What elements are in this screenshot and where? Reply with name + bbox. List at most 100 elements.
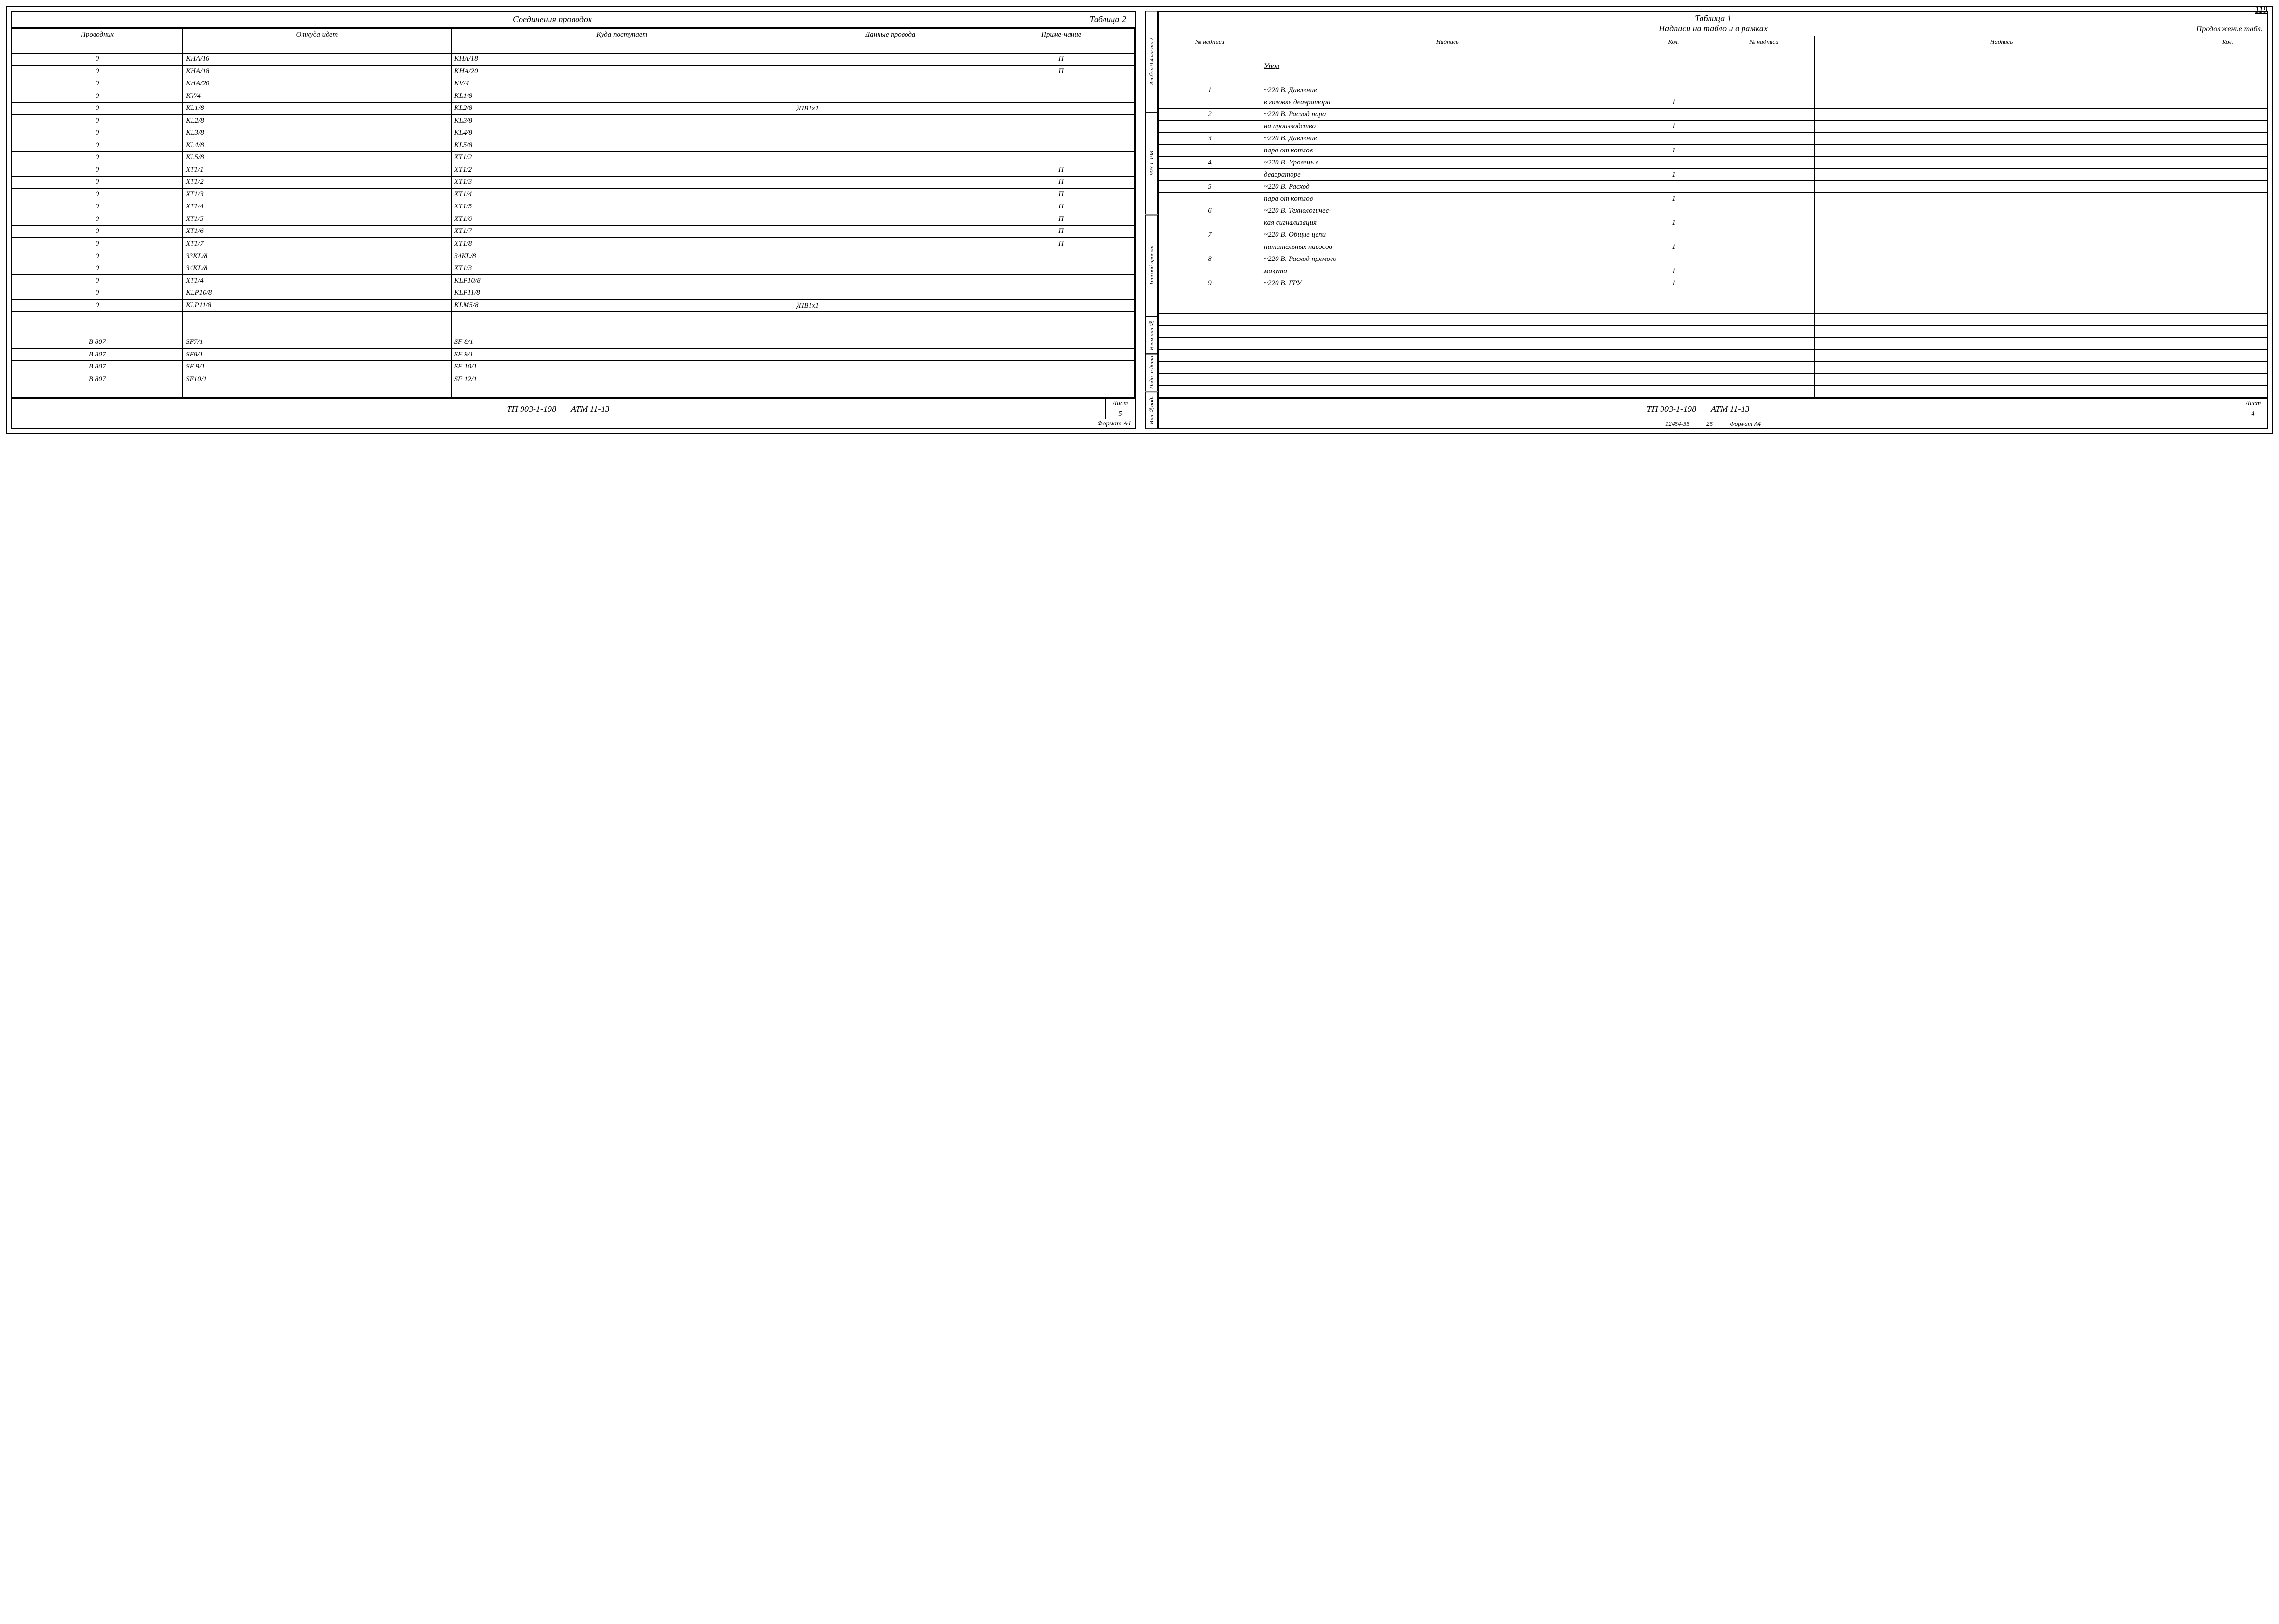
table2-cell: ⟩ПВ1х1	[793, 102, 988, 115]
table1-cell: 1	[1634, 96, 1713, 109]
table2-cell	[793, 139, 988, 152]
table1-cell	[1634, 326, 1713, 338]
table2: ПроводникОткуда идетКуда поступаетДанные…	[12, 28, 1135, 398]
table-row: 8~220 В. Расход прямого	[1159, 253, 2267, 265]
table1-cell	[1713, 217, 1815, 229]
table2-cell: 0	[12, 102, 183, 115]
table1-cell: ~220 В. Расход прямого	[1261, 253, 1634, 265]
table1-cell	[1261, 301, 1634, 314]
right-format: Формат А4	[1730, 420, 1761, 427]
table2-cell: XT1/5	[451, 201, 793, 213]
table1-cell: 1	[1159, 84, 1261, 96]
table1-cell	[1815, 229, 2188, 241]
table1-cell	[1261, 48, 1634, 60]
table1-cell	[1815, 48, 2188, 60]
table1-cell	[1815, 338, 2188, 350]
table1-cell	[1713, 109, 1815, 121]
table-row	[1159, 314, 2267, 326]
table-row: 0KV/4KL1/8	[12, 90, 1135, 103]
table2-cell: КНА/18	[451, 53, 793, 66]
table2-cell: KLP10/8	[183, 287, 451, 300]
table2-cell	[793, 225, 988, 238]
table-row: 0XT1/3XT1/4П	[12, 189, 1135, 201]
table2-cell	[793, 238, 988, 250]
table2-title: Соединения проводок	[15, 14, 1089, 25]
table2-cell: П	[988, 238, 1135, 250]
table1-cell	[2188, 350, 2267, 362]
table-row	[1159, 301, 2267, 314]
table2-cell	[183, 312, 451, 324]
table1-cell	[1713, 326, 1815, 338]
table1-cell	[1634, 314, 1713, 326]
table2-cell	[793, 127, 988, 139]
table2-cell: 0	[12, 189, 183, 201]
table1-cell	[1815, 350, 2188, 362]
table1-cell	[1159, 60, 1261, 72]
right-panel: Таблица 1 Надписи на табло и в рамках Пр…	[1158, 11, 2268, 429]
left-footer: ТП 903-1-198 АТМ 11-13 Лист 5	[12, 398, 1135, 419]
table2-cell	[183, 385, 451, 398]
table-row: В 807SF10/1SF 12/1	[12, 373, 1135, 385]
table2-label: Таблица 2	[1089, 14, 1131, 25]
table2-cell: XT1/8	[451, 238, 793, 250]
table2-cell: SF 9/1	[183, 361, 451, 373]
table2-cell: П	[988, 201, 1135, 213]
table-row: 0XT1/1XT1/2П	[12, 164, 1135, 177]
table1-cell	[2188, 362, 2267, 374]
table1-cell	[1261, 289, 1634, 301]
table1-cell	[1713, 60, 1815, 72]
table2-cell	[793, 78, 988, 90]
table2-cell: 0	[12, 127, 183, 139]
table1-cell	[1634, 133, 1713, 145]
table1-cell: 1	[1634, 121, 1713, 133]
table2-cell: KL3/8	[183, 127, 451, 139]
table1-cell	[1159, 386, 1261, 398]
table2-cell	[988, 373, 1135, 385]
table2-cell: XT1/6	[451, 213, 793, 226]
table-row: 0KLP11/8KLM5/8⟩ПВ1х1	[12, 299, 1135, 312]
table-row	[1159, 289, 2267, 301]
table-row: 3~220 В. Давление	[1159, 133, 2267, 145]
table2-cell: 0	[12, 262, 183, 275]
table2-cell	[793, 176, 988, 189]
table1-cell	[2188, 338, 2267, 350]
table-row: 034KL/8XT1/3	[12, 262, 1135, 275]
table-row: 0XT1/4KLP10/8	[12, 274, 1135, 287]
table1-cell	[1815, 217, 2188, 229]
table2-cell: XT1/7	[183, 238, 451, 250]
table2-cell: П	[988, 66, 1135, 78]
table1-cell	[1815, 84, 2188, 96]
table2-cell: XT1/3	[451, 262, 793, 275]
table1-cell	[1815, 265, 2188, 277]
table1-cell	[1159, 193, 1261, 205]
table1-cell	[2188, 60, 2267, 72]
table1-cell	[1634, 60, 1713, 72]
table-row: 4~220 В. Уровень в	[1159, 157, 2267, 169]
table2-cell	[451, 385, 793, 398]
table1-cell	[1261, 374, 1634, 386]
right-footer-sheet: Лист 4	[2238, 399, 2267, 419]
table1-cell	[1713, 181, 1815, 193]
table-row: 0XT1/7XT1/8П	[12, 238, 1135, 250]
table1-cell: 4	[1159, 157, 1261, 169]
table2-cell: В 807	[12, 361, 183, 373]
table2-cell: 0	[12, 164, 183, 177]
table1-cell	[1713, 229, 1815, 241]
table2-header: Соединения проводок Таблица 2	[12, 12, 1135, 28]
table2-cell: KL5/8	[451, 139, 793, 152]
table1-cell	[1713, 121, 1815, 133]
table1-cell	[1634, 289, 1713, 301]
table2-cell: КНА/20	[183, 78, 451, 90]
table1-cell	[1713, 241, 1815, 253]
table-row: 0KL2/8KL3/8	[12, 115, 1135, 127]
table2-cell: П	[988, 176, 1135, 189]
table2-cell	[988, 361, 1135, 373]
table1-cell	[1713, 350, 1815, 362]
footer-code1: ТП 903-1-198	[1647, 404, 1697, 414]
table2-cell: SF8/1	[183, 348, 451, 361]
table1-cell: 6	[1159, 205, 1261, 217]
table2-cell	[988, 287, 1135, 300]
left-footer-main: ТП 903-1-198 АТМ 11-13	[12, 399, 1106, 419]
table1-cell: ~220 В. Уровень в	[1261, 157, 1634, 169]
table2-cell	[793, 53, 988, 66]
